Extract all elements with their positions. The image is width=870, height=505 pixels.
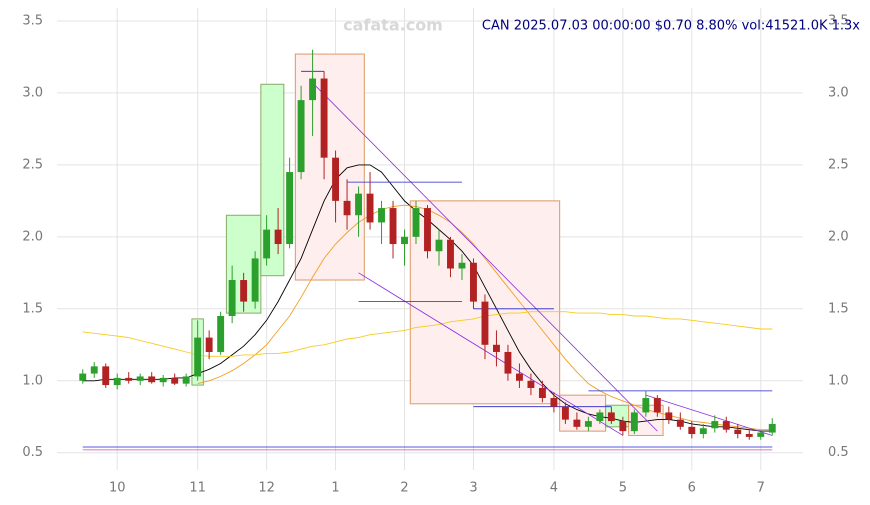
candle-body <box>676 419 684 427</box>
y-tick-label: 2.0 <box>22 229 43 244</box>
y-tick-label: 3.5 <box>22 13 43 28</box>
candle-body <box>251 258 259 302</box>
candle-body <box>424 208 431 252</box>
watermark: cafata.com <box>343 16 443 35</box>
candle-body <box>711 421 719 429</box>
candle-body <box>240 280 248 302</box>
y-tick-label: 2.5 <box>22 157 43 172</box>
candle-body <box>389 208 397 245</box>
candle-body <box>538 387 546 399</box>
candle-body <box>435 239 443 252</box>
candle-body <box>757 432 765 437</box>
candle-body <box>205 337 213 352</box>
y-tick-label-right: 3.5 <box>828 13 849 28</box>
candle-body <box>515 373 523 381</box>
candle-body <box>182 376 190 384</box>
y-tick-label: 3.0 <box>22 85 43 100</box>
candle-body <box>458 262 466 269</box>
candle-body <box>642 398 650 413</box>
candle-body <box>194 337 202 377</box>
candle-body <box>630 412 638 432</box>
y-tick-label: 1.0 <box>22 373 43 388</box>
candle-body <box>412 208 420 237</box>
candle-body <box>493 344 500 352</box>
candle-body <box>286 172 294 245</box>
candle-body <box>722 421 730 430</box>
x-tick-label: 7 <box>757 481 765 496</box>
candle-body <box>309 78 317 101</box>
candle-body <box>366 193 374 223</box>
candle-body <box>504 351 512 374</box>
x-tick-label: 4 <box>550 481 558 496</box>
candle-body <box>607 412 615 422</box>
candle-body <box>481 301 489 345</box>
candle-body <box>573 419 581 427</box>
candle-body <box>688 426 696 435</box>
candle-body <box>355 193 362 216</box>
candle-body <box>217 316 225 352</box>
y-tick-label: 1.5 <box>22 301 43 316</box>
candle-body <box>470 262 477 302</box>
candle-body <box>584 421 592 427</box>
trend-line <box>312 82 658 432</box>
y-tick-label: 0.5 <box>22 445 43 460</box>
candle-body <box>768 423 776 433</box>
candle-body <box>550 398 558 407</box>
candle-body <box>596 412 604 422</box>
ma-line <box>197 204 773 431</box>
zone-box <box>294 53 365 281</box>
x-tick-label: 6 <box>688 481 696 496</box>
candle-body <box>332 157 340 201</box>
candle-body <box>401 236 408 245</box>
candle-body <box>125 377 133 381</box>
y-tick-label-right: 1.5 <box>828 301 849 316</box>
candle-body <box>561 406 569 420</box>
candle-body <box>79 373 87 381</box>
candle-body <box>113 377 121 386</box>
x-tick-label: 1 <box>331 481 339 496</box>
candle-body <box>745 434 753 437</box>
candle-body <box>665 412 673 420</box>
candle-body <box>320 78 328 158</box>
x-tick-label: 10 <box>109 481 126 496</box>
candle-body <box>228 280 236 316</box>
candle-body <box>274 229 282 245</box>
candle-body <box>447 239 454 269</box>
y-tick-label-right: 2.0 <box>828 229 849 244</box>
x-tick-label: 2 <box>400 481 408 496</box>
y-tick-label-right: 2.5 <box>828 157 849 172</box>
candle-body <box>136 376 144 381</box>
trend-line <box>645 394 773 436</box>
y-tick-label-right: 3.0 <box>828 85 849 100</box>
candle-body <box>619 421 627 432</box>
candle-body <box>343 200 351 216</box>
candle-body <box>159 377 167 383</box>
candle-body <box>734 429 742 435</box>
candle-body <box>527 380 535 388</box>
trend-line <box>358 272 624 436</box>
candle-body <box>378 208 385 223</box>
y-tick-label-right: 0.5 <box>828 445 849 460</box>
candle-body <box>102 366 110 386</box>
candle-body <box>148 376 156 383</box>
candle-body <box>90 366 98 374</box>
candle-body <box>653 398 661 413</box>
candle-body <box>699 428 707 435</box>
candle-body <box>297 100 305 173</box>
candle-body <box>171 377 179 384</box>
x-tick-label: 12 <box>258 481 275 496</box>
x-tick-label: 11 <box>189 481 206 496</box>
x-tick-label: 3 <box>469 481 477 496</box>
y-tick-label-right: 1.0 <box>828 373 849 388</box>
chart-title: CAN 2025.07.03 00:00:00 $0.70 8.80% vol:… <box>482 19 860 34</box>
candle-body <box>263 229 271 259</box>
x-tick-label: 5 <box>619 481 627 496</box>
